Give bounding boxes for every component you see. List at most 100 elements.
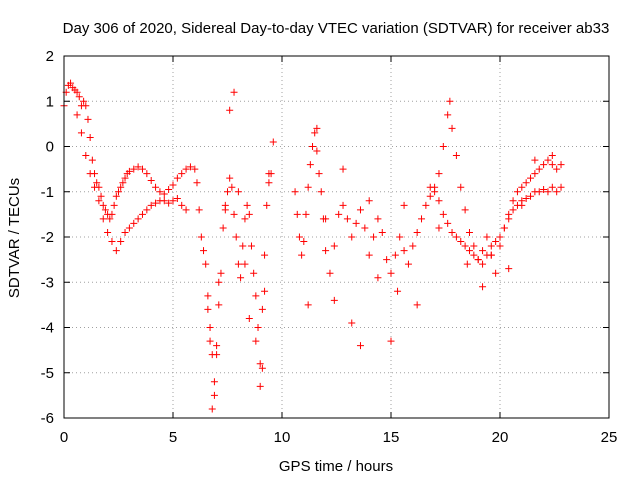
data-point <box>134 215 142 223</box>
data-point <box>234 188 242 196</box>
data-point <box>444 111 452 119</box>
data-point <box>110 201 118 209</box>
data-point <box>252 337 260 345</box>
data-point <box>232 233 240 241</box>
data-point <box>173 174 181 182</box>
data-point <box>165 199 173 207</box>
data-point <box>84 115 92 123</box>
data-point <box>527 192 535 200</box>
data-point <box>461 206 469 214</box>
data-point <box>435 197 443 205</box>
data-point <box>195 206 203 214</box>
data-point <box>383 256 391 264</box>
data-point <box>413 301 421 309</box>
data-point <box>387 269 395 277</box>
data-point <box>348 319 356 327</box>
data-point <box>479 260 487 268</box>
data-point <box>496 242 504 250</box>
data-point <box>304 183 312 191</box>
data-point <box>527 174 535 182</box>
data-point <box>448 228 456 236</box>
x-tick-label: 5 <box>169 429 177 446</box>
data-point <box>396 233 404 241</box>
data-point <box>548 152 556 160</box>
data-point <box>82 152 90 160</box>
data-point <box>245 314 253 322</box>
data-point <box>93 179 101 187</box>
data-point <box>226 174 234 182</box>
data-point <box>356 342 364 350</box>
data-point <box>202 260 210 268</box>
data-point <box>112 192 120 200</box>
x-tick-label: 20 <box>492 429 509 446</box>
data-point <box>82 102 90 110</box>
data-point <box>557 161 565 169</box>
data-point <box>483 233 491 241</box>
data-point <box>291 188 299 196</box>
data-point <box>400 247 408 255</box>
data-point <box>356 206 364 214</box>
data-point <box>394 287 402 295</box>
data-point <box>193 179 201 187</box>
data-point <box>250 269 258 277</box>
data-point <box>479 283 487 291</box>
data-point <box>304 301 312 309</box>
data-point <box>215 301 223 309</box>
data-point <box>73 88 81 96</box>
data-point <box>152 199 160 207</box>
x-tick-label: 25 <box>601 429 618 446</box>
data-point <box>138 165 146 173</box>
data-point <box>77 129 85 137</box>
data-point <box>293 210 301 218</box>
data-point <box>234 260 242 268</box>
data-point <box>426 192 434 200</box>
data-point <box>226 106 234 114</box>
data-point <box>448 124 456 132</box>
data-point <box>404 260 412 268</box>
data-point <box>315 170 323 178</box>
data-point <box>435 224 443 232</box>
data-point <box>213 342 221 350</box>
data-point <box>492 238 500 246</box>
x-tick-label: 15 <box>383 429 400 446</box>
y-tick-label: -2 <box>41 229 54 246</box>
data-point <box>509 197 517 205</box>
data-point <box>553 188 561 196</box>
data-point <box>241 215 249 223</box>
data-point <box>505 215 513 223</box>
x-tick-label: 0 <box>60 429 68 446</box>
data-point <box>228 183 236 191</box>
data-point <box>311 129 319 137</box>
data-point <box>387 337 395 345</box>
data-point <box>435 170 443 178</box>
chart-title: Day 306 of 2020, Sidereal Day-to-day VTE… <box>63 20 610 37</box>
axis-ticks: 0 5 10 15 20 25 -6 -5 -4 -3 -2 -1 0 1 2 <box>41 48 618 446</box>
data-point <box>86 133 94 141</box>
data-point <box>300 238 308 246</box>
data-point <box>544 156 552 164</box>
data-point <box>200 247 208 255</box>
data-point <box>330 296 338 304</box>
data-point <box>422 201 430 209</box>
data-point <box>258 364 266 372</box>
data-point <box>258 305 266 313</box>
data-point <box>245 210 253 218</box>
data-point <box>439 210 447 218</box>
data-point <box>326 269 334 277</box>
data-point <box>178 201 186 209</box>
grid <box>64 56 609 418</box>
data-point <box>147 176 155 184</box>
data-point <box>535 188 543 196</box>
data-point <box>339 165 347 173</box>
data-point <box>352 219 360 227</box>
data-point <box>169 181 177 189</box>
data-point <box>178 170 186 178</box>
data-point <box>548 161 556 169</box>
data-point <box>465 228 473 236</box>
data-point <box>298 251 306 259</box>
x-tick-label: 10 <box>274 429 291 446</box>
y-tick-label: -5 <box>41 365 54 382</box>
data-point <box>119 179 127 187</box>
data-point <box>505 265 513 273</box>
data-point <box>378 228 386 236</box>
